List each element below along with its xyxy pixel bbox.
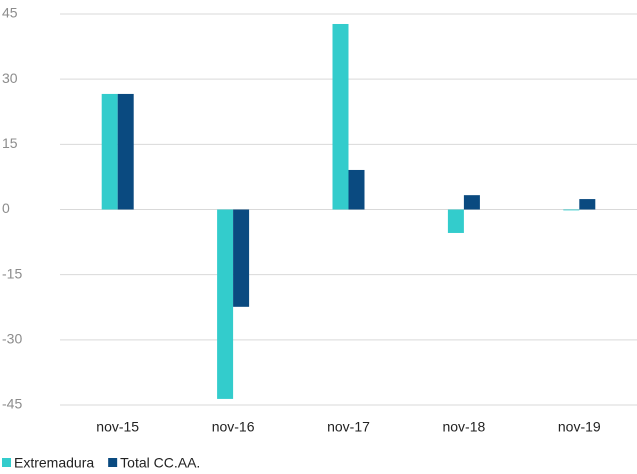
legend-label: Total CC.AA. bbox=[120, 455, 200, 471]
bar bbox=[101, 93, 118, 210]
bar bbox=[579, 199, 596, 210]
y-tick-label: 0 bbox=[2, 200, 10, 216]
legend-swatch bbox=[108, 458, 118, 467]
y-tick-label: -30 bbox=[2, 331, 22, 347]
y-tick-label: 30 bbox=[2, 70, 18, 86]
x-tick-label: nov-15 bbox=[96, 419, 139, 435]
legend-swatch bbox=[2, 458, 11, 467]
y-tick-label: -45 bbox=[2, 396, 22, 412]
bar bbox=[348, 169, 365, 210]
y-tick-label: 15 bbox=[2, 135, 18, 151]
x-tick-label: nov-16 bbox=[212, 419, 255, 435]
bar bbox=[447, 209, 464, 233]
y-tick-label: 45 bbox=[2, 5, 18, 21]
bar bbox=[332, 23, 349, 210]
bar bbox=[233, 209, 250, 307]
bar bbox=[117, 93, 134, 210]
x-tick-label: nov-19 bbox=[558, 419, 601, 435]
x-tick-label: nov-18 bbox=[442, 419, 485, 435]
bar bbox=[463, 195, 480, 210]
legend-label: Extremadura bbox=[14, 455, 94, 471]
x-tick-label: nov-17 bbox=[327, 419, 370, 435]
bar bbox=[217, 209, 234, 399]
bar bbox=[563, 209, 580, 211]
y-tick-label: -15 bbox=[2, 265, 22, 281]
